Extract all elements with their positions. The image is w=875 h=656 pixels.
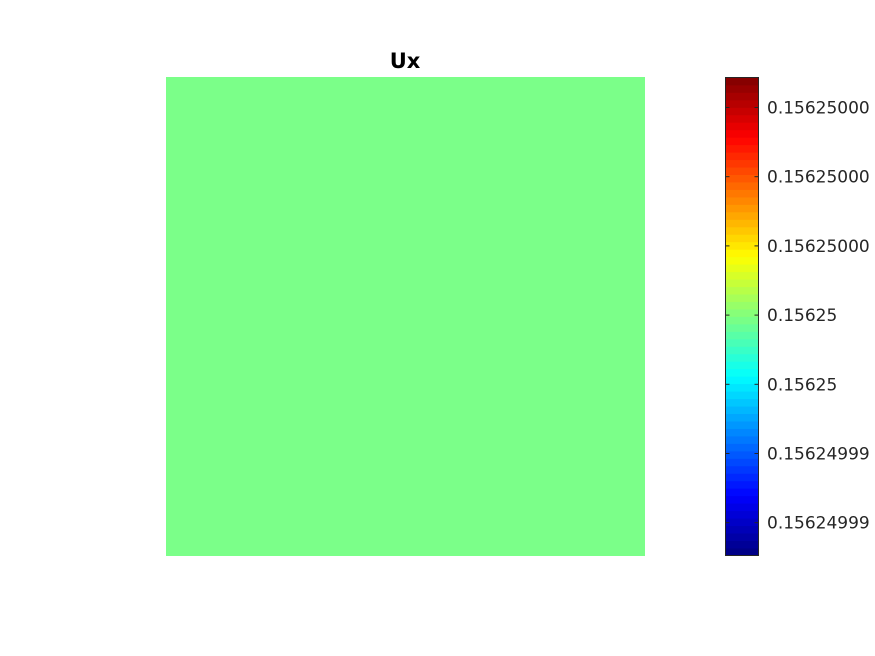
colorbar-segment [725, 271, 759, 280]
colorbar-segment [725, 525, 759, 534]
plot-area [166, 77, 645, 556]
colorbar-segment [725, 421, 759, 429]
colorbar-segment [725, 383, 759, 392]
colorbar-segment [725, 77, 759, 86]
colorbar-segment [725, 197, 759, 205]
colorbar-tick-label: 0.15625000 [767, 99, 870, 119]
colorbar-segment [725, 398, 759, 407]
colorbar-tick-label: 0.15625000 [767, 237, 870, 257]
colorbar-segment [725, 495, 759, 504]
colorbar-segment [725, 122, 759, 131]
colorbar-segment [725, 503, 759, 512]
colorbar-tick-label: 0.15624999 [767, 514, 870, 534]
colorbar-segment [725, 114, 759, 123]
colorbar-segment [725, 391, 759, 400]
field-surface [166, 77, 645, 556]
colorbar-segment [725, 279, 759, 288]
colorbar-segment [725, 174, 759, 183]
colorbar-tick-label: 0.15625000 [767, 168, 870, 188]
colorbar-tick-label: 0.15625 [767, 375, 837, 395]
colorbar-segment [725, 84, 759, 93]
colorbar-segment [725, 443, 759, 452]
colorbar-ticks: 0.15625000 0.15625000 0.15625000 0.15625 0.1… [725, 99, 870, 534]
colorbar-segment [725, 182, 759, 190]
colorbar-gradient [725, 77, 759, 556]
colorbar-segment [725, 488, 759, 497]
colorbar-segment [725, 211, 759, 220]
colorbar-frame [725, 77, 759, 556]
colorbar-segment [725, 368, 759, 377]
colorbar-segment [725, 413, 759, 422]
colorbar-segment [725, 107, 759, 116]
colorbar-segment [725, 301, 759, 310]
colorbar-segment [725, 189, 759, 198]
colorbar-segment [725, 92, 759, 101]
colorbar: 0.15625000 0.15625000 0.15625000 0.15625 0.1… [725, 77, 870, 556]
colorbar-segment [725, 219, 759, 228]
colorbar-segment [725, 518, 759, 527]
colorbar-tick-label: 0.15625 [767, 306, 837, 326]
colorbar-segment [725, 450, 759, 459]
colorbar-segment [725, 234, 759, 243]
chart-title: Ux [390, 49, 421, 73]
colorbar-segment [725, 331, 759, 340]
colorbar-segment [725, 152, 759, 161]
colorbar-segment [725, 458, 759, 467]
colorbar-segment [725, 436, 759, 444]
colorbar-segment [725, 241, 759, 250]
colorbar-segment [725, 204, 759, 213]
colorbar-tick-label: 0.15624999 [767, 445, 870, 465]
colorbar-segment [725, 99, 759, 108]
colorbar-segment [725, 316, 759, 325]
colorbar-segment [725, 428, 759, 437]
colorbar-segment [725, 249, 759, 258]
colorbar-segment [725, 540, 759, 549]
colorbar-segment [725, 286, 759, 295]
colorbar-segment [725, 323, 759, 332]
colorbar-segment [725, 129, 759, 138]
colorbar-segment [725, 473, 759, 482]
colorbar-segment [725, 167, 759, 175]
colorbar-segment [725, 346, 759, 355]
colorbar-segment [725, 353, 759, 362]
colorbar-segment [725, 309, 759, 317]
colorbar-segment [725, 376, 759, 385]
colorbar-segment [725, 533, 759, 541]
colorbar-segment [725, 465, 759, 474]
colorbar-segment [725, 510, 759, 519]
colorbar-segment [725, 406, 759, 414]
colorbar-segment [725, 159, 759, 168]
colorbar-segment [725, 256, 759, 265]
colorbar-segment [725, 294, 759, 302]
colorbar-segment [725, 338, 759, 347]
colorbar-segment [725, 137, 759, 146]
colorbar-segment [725, 361, 759, 370]
colorbar-segment [725, 264, 759, 273]
colorbar-segment [725, 144, 759, 153]
colorbar-segment [725, 548, 759, 556]
colorbar-segment [725, 480, 759, 489]
colorbar-segment [725, 226, 759, 235]
